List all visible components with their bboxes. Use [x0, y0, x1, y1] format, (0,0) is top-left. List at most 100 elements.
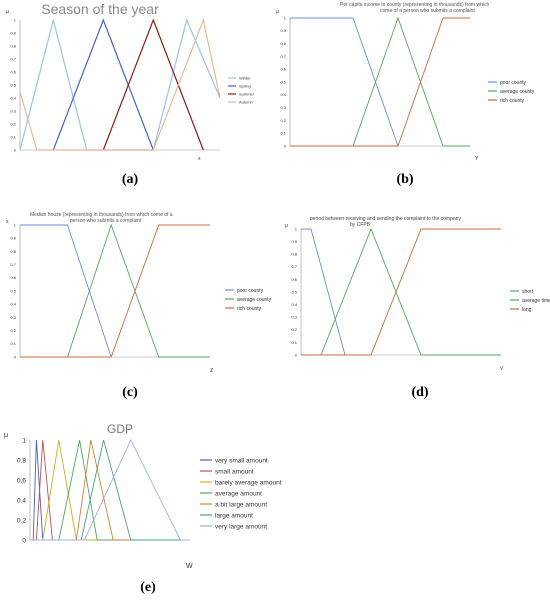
- y-tick-label: 0.8: [10, 249, 16, 254]
- y-tick-label: 0: [14, 354, 17, 359]
- y-tick-label: 0: [14, 147, 17, 152]
- y-tick-label: 0.3: [10, 315, 16, 320]
- y-tick-label: 0.5: [10, 288, 16, 293]
- y-tick-label: 0: [22, 537, 26, 544]
- series-line-very-large-amount: [30, 438, 190, 541]
- legend-label: average county: [237, 297, 272, 303]
- y-tick-label: 0.9: [291, 239, 297, 244]
- caption-c: (c): [122, 385, 138, 400]
- chart-title: Per capita income in county (representin…: [340, 2, 489, 14]
- series-line-rich-county: [290, 17, 470, 147]
- chart-e: GDP μ W 0 0.2 0.4 0.6 0.8 1 very small amount smal…: [4, 422, 282, 570]
- caption-e: (e): [140, 580, 156, 595]
- legend-label: average time: [522, 298, 550, 304]
- legend-label: barely average amount: [215, 479, 282, 486]
- y-tick-label: 0.5: [280, 79, 286, 84]
- panel-c: Median house (representing in thousands)…: [0, 205, 272, 380]
- series-line-poor-county: [290, 17, 399, 147]
- y-tick-label: 0.1: [10, 341, 16, 346]
- chart-title: period between receiving and sending the…: [310, 216, 461, 228]
- x-axis-label: V: [500, 366, 504, 372]
- y-axis-label: μ: [6, 9, 9, 15]
- legend-label: long: [522, 307, 532, 313]
- legend-label: very large amount: [215, 523, 267, 530]
- y-tick-label: 0.7: [280, 54, 286, 59]
- y-tick-label: 0.8: [291, 252, 297, 257]
- y-tick-label: 0.6: [280, 67, 286, 72]
- y-tick-label: 0.8: [280, 41, 286, 46]
- series-line-spring: [52, 18, 154, 151]
- y-tick-label: 0.4: [17, 497, 26, 504]
- series-line-a-bit-large-amount: [30, 439, 190, 541]
- x-axis-label: x: [198, 156, 201, 162]
- y-tick-label: 0.8: [17, 457, 26, 464]
- series-line-average-county: [290, 16, 470, 147]
- legend-label: poor county: [237, 288, 264, 294]
- y-tick-label: 0.2: [10, 121, 16, 126]
- caption-b: (b): [396, 172, 414, 187]
- caption-a: (a): [121, 172, 139, 187]
- series-line-poor-county: [20, 224, 112, 358]
- chart-b: Per capita income in county (representin…: [276, 2, 535, 162]
- y-tick-label: 1: [14, 222, 17, 227]
- y-tick-label: 0.9: [10, 30, 16, 35]
- legend-label: short: [522, 289, 534, 295]
- panel-e: GDP μ W 0 0.2 0.4 0.6 0.8 1 very small amount smal…: [0, 415, 300, 575]
- y-tick-label: 0.7: [10, 56, 16, 61]
- series-line-average-time: [301, 227, 501, 356]
- y-tick-label: 0.4: [10, 302, 16, 307]
- panel-a: Season of the year μ x 0 0.1 0.2 0.3 0.4 0.5 0.6 0…: [0, 0, 255, 175]
- chart-c: Median house (representing in thousands)…: [6, 212, 272, 374]
- y-tick-label: 0.4: [291, 302, 297, 307]
- series-line-short: [301, 228, 346, 356]
- x-axis-label: Z: [210, 368, 213, 374]
- legend-label: Autumn: [239, 99, 253, 104]
- y-tick-label: 0.6: [10, 69, 16, 74]
- y-tick-label: 0.6: [17, 477, 26, 484]
- chart-title: Median house (representing in thousands)…: [30, 212, 173, 224]
- y-tick-label: 0.1: [291, 340, 297, 345]
- legend-label: Spring: [239, 83, 251, 88]
- legend-label: poor county: [500, 80, 527, 86]
- legend-label: large amount: [215, 512, 253, 519]
- y-tick-label: 0.5: [291, 289, 297, 294]
- y-tick-label: 1: [14, 17, 17, 22]
- y-tick-label: 0.2: [17, 517, 26, 524]
- legend-label: a bit large amount: [215, 501, 267, 508]
- series-line-summer: [102, 18, 204, 151]
- y-tick-label: 0.7: [10, 262, 16, 267]
- chart-d: period between receiving and sending the…: [285, 216, 550, 372]
- y-tick-label: 1: [284, 15, 287, 20]
- y-tick-label: 0.8: [10, 43, 16, 48]
- y-tick-label: 0.6: [291, 277, 297, 282]
- y-tick-label: 0.4: [10, 95, 16, 100]
- legend-label: average county: [500, 89, 535, 95]
- y-tick-label: 0.2: [291, 327, 297, 332]
- series-line-rich-county: [20, 224, 210, 358]
- y-tick-label: 0: [295, 352, 298, 357]
- legend-label: Winter: [239, 75, 251, 80]
- legend-label: rich county: [500, 98, 525, 104]
- panel-b: Per capita income in county (representin…: [270, 0, 545, 175]
- series-line-winter: [19, 18, 221, 151]
- y-axis-label: μ: [276, 9, 279, 15]
- y-tick-label: 1: [22, 437, 26, 444]
- legend-label: average amount: [215, 490, 262, 497]
- y-axis-label: μ: [285, 223, 288, 229]
- y-tick-label: 0.4: [280, 92, 286, 97]
- y-tick-label: 0.2: [10, 328, 16, 333]
- series-line-long: [301, 228, 501, 356]
- chart-a: Season of the year μ x 0 0.1 0.2 0.3 0.4 0.5 0.6 0…: [6, 1, 255, 162]
- legend-label: very small amount: [215, 457, 268, 464]
- y-tick-label: 0.1: [280, 131, 286, 136]
- chart-title: GDP: [107, 422, 133, 436]
- y-tick-label: 0.1: [10, 134, 16, 139]
- chart-title: Season of the year: [41, 1, 159, 17]
- y-tick-label: 0.5: [10, 82, 16, 87]
- legend-label: rich county: [237, 306, 262, 312]
- x-axis-label: Y: [475, 156, 479, 162]
- y-tick-label: 0.9: [10, 236, 16, 241]
- series-line-autumn: [19, 17, 221, 151]
- y-tick-label: 0.6: [10, 275, 16, 280]
- y-tick-label: 1: [295, 226, 298, 231]
